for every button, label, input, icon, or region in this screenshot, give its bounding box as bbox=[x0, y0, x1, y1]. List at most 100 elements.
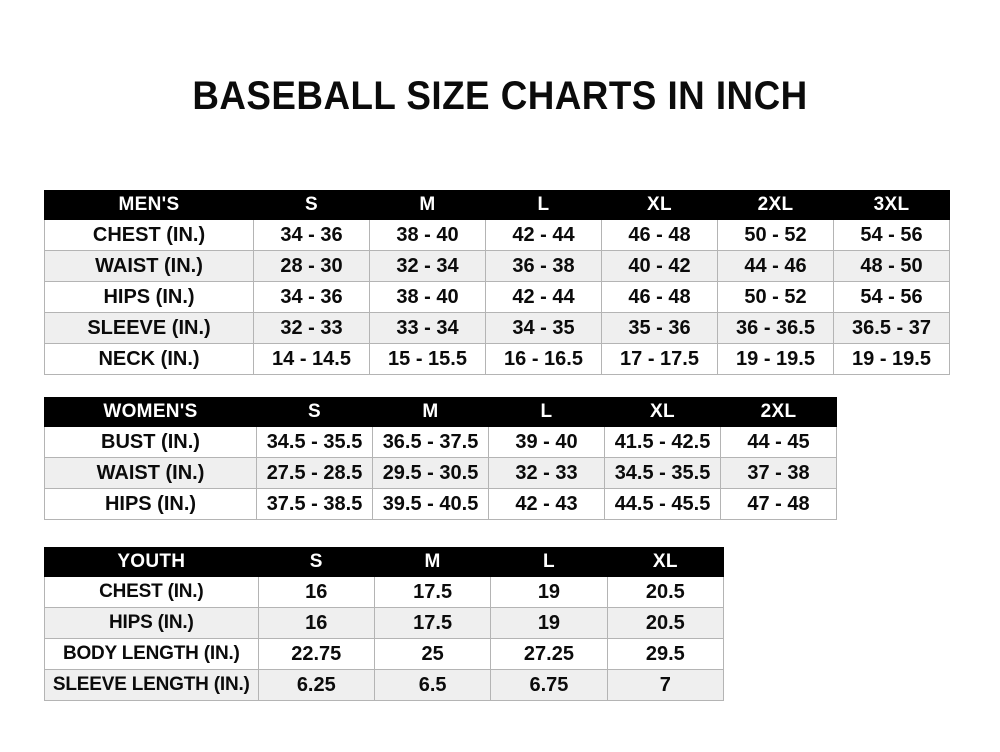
cell-value: 29.5 bbox=[606, 638, 725, 670]
cell-value: 54 - 56 bbox=[833, 219, 950, 251]
cell-value: 50 - 52 bbox=[717, 219, 834, 251]
column-header-category: YOUTH bbox=[44, 547, 259, 577]
column-header-m: M bbox=[373, 547, 492, 577]
cell-value: 20.5 bbox=[606, 607, 725, 639]
table-row: CHEST (IN.) 16 17.5 19 20.5 bbox=[44, 576, 725, 608]
youth-size-table: YOUTH S M L XL CHEST (IN.) 16 17.5 19 20… bbox=[44, 547, 725, 701]
cell-value: 32 - 33 bbox=[253, 312, 370, 344]
table-header-row: MEN'S S M L XL 2XL 3XL bbox=[44, 190, 950, 220]
column-header-category: MEN'S bbox=[44, 190, 254, 220]
mens-size-table: MEN'S S M L XL 2XL 3XL CHEST (IN.) 34 - … bbox=[44, 190, 950, 375]
cell-value: 17.5 bbox=[373, 576, 492, 608]
cell-value: 20.5 bbox=[606, 576, 725, 608]
table-row: HIPS (IN.) 16 17.5 19 20.5 bbox=[44, 607, 725, 639]
cell-value: 36.5 - 37.5 bbox=[372, 426, 489, 458]
cell-value: 34 - 36 bbox=[253, 281, 370, 313]
cell-value: 6.75 bbox=[490, 669, 608, 701]
cell-value: 34.5 - 35.5 bbox=[604, 457, 721, 489]
cell-value: 47 - 48 bbox=[720, 488, 837, 520]
column-header-l: L bbox=[488, 397, 605, 427]
cell-value: 36 - 36.5 bbox=[717, 312, 834, 344]
cell-value: 17 - 17.5 bbox=[601, 343, 718, 375]
cell-value: 46 - 48 bbox=[601, 281, 718, 313]
column-header-2xl: 2XL bbox=[720, 397, 837, 427]
cell-value: 40 - 42 bbox=[601, 250, 718, 282]
cell-value: 16 - 16.5 bbox=[485, 343, 602, 375]
table-row: HIPS (IN.) 37.5 - 38.5 39.5 - 40.5 42 - … bbox=[44, 488, 837, 520]
table-row: NECK (IN.) 14 - 14.5 15 - 15.5 16 - 16.5… bbox=[44, 343, 950, 375]
table-header-row: YOUTH S M L XL bbox=[44, 547, 725, 577]
column-header-m: M bbox=[369, 190, 486, 220]
row-label: HIPS (IN.) bbox=[44, 281, 254, 313]
cell-value: 46 - 48 bbox=[601, 219, 718, 251]
cell-value: 41.5 - 42.5 bbox=[604, 426, 721, 458]
cell-value: 37 - 38 bbox=[720, 457, 837, 489]
row-label: NECK (IN.) bbox=[44, 343, 254, 375]
column-header-xl: XL bbox=[606, 547, 725, 577]
table-header-row: WOMEN'S S M L XL 2XL bbox=[44, 397, 837, 427]
cell-value: 38 - 40 bbox=[369, 281, 486, 313]
table-row: SLEEVE (IN.) 32 - 33 33 - 34 34 - 35 35 … bbox=[44, 312, 950, 344]
cell-value: 6.5 bbox=[373, 669, 492, 701]
table-row: WAIST (IN.) 28 - 30 32 - 34 36 - 38 40 -… bbox=[44, 250, 950, 282]
row-label: WAIST (IN.) bbox=[44, 457, 257, 489]
womens-size-table: WOMEN'S S M L XL 2XL BUST (IN.) 34.5 - 3… bbox=[44, 397, 837, 520]
column-header-s: S bbox=[257, 547, 375, 577]
cell-value: 34 - 35 bbox=[485, 312, 602, 344]
cell-value: 32 - 34 bbox=[369, 250, 486, 282]
cell-value: 42 - 44 bbox=[485, 219, 602, 251]
cell-value: 34 - 36 bbox=[253, 219, 370, 251]
table-row: HIPS (IN.) 34 - 36 38 - 40 42 - 44 46 - … bbox=[44, 281, 950, 313]
row-label: SLEEVE LENGTH (IN.) bbox=[44, 669, 259, 701]
column-header-l: L bbox=[485, 190, 602, 220]
cell-value: 6.25 bbox=[257, 669, 375, 701]
cell-value: 19 - 19.5 bbox=[833, 343, 950, 375]
page-title: BASEBALL SIZE CHARTS IN INCH bbox=[192, 74, 808, 118]
cell-value: 27.5 - 28.5 bbox=[256, 457, 373, 489]
column-header-2xl: 2XL bbox=[717, 190, 834, 220]
cell-value: 50 - 52 bbox=[717, 281, 834, 313]
cell-value: 32 - 33 bbox=[488, 457, 605, 489]
cell-value: 36 - 38 bbox=[485, 250, 602, 282]
row-label: WAIST (IN.) bbox=[44, 250, 254, 282]
column-header-category: WOMEN'S bbox=[44, 397, 257, 427]
column-header-s: S bbox=[256, 397, 373, 427]
cell-value: 29.5 - 30.5 bbox=[372, 457, 489, 489]
column-header-xl: XL bbox=[601, 190, 718, 220]
row-label: BODY LENGTH (IN.) bbox=[44, 638, 259, 670]
row-label: BUST (IN.) bbox=[44, 426, 257, 458]
cell-value: 42 - 44 bbox=[485, 281, 602, 313]
column-header-3xl: 3XL bbox=[833, 190, 950, 220]
column-header-xl: XL bbox=[604, 397, 721, 427]
table-row: WAIST (IN.) 27.5 - 28.5 29.5 - 30.5 32 -… bbox=[44, 457, 837, 489]
cell-value: 27.25 bbox=[490, 638, 608, 670]
cell-value: 48 - 50 bbox=[833, 250, 950, 282]
cell-value: 33 - 34 bbox=[369, 312, 486, 344]
cell-value: 35 - 36 bbox=[601, 312, 718, 344]
cell-value: 44 - 46 bbox=[717, 250, 834, 282]
table-row: CHEST (IN.) 34 - 36 38 - 40 42 - 44 46 -… bbox=[44, 219, 950, 251]
row-label: HIPS (IN.) bbox=[44, 488, 257, 520]
row-label: CHEST (IN.) bbox=[44, 219, 254, 251]
table-row: BUST (IN.) 34.5 - 35.5 36.5 - 37.5 39 - … bbox=[44, 426, 837, 458]
row-label: HIPS (IN.) bbox=[44, 607, 259, 639]
table-row: SLEEVE LENGTH (IN.) 6.25 6.5 6.75 7 bbox=[44, 669, 725, 701]
cell-value: 25 bbox=[373, 638, 492, 670]
cell-value: 19 bbox=[490, 607, 608, 639]
cell-value: 44 - 45 bbox=[720, 426, 837, 458]
table-row: BODY LENGTH (IN.) 22.75 25 27.25 29.5 bbox=[44, 638, 725, 670]
row-label: CHEST (IN.) bbox=[44, 576, 259, 608]
cell-value: 42 - 43 bbox=[488, 488, 605, 520]
column-header-m: M bbox=[372, 397, 489, 427]
column-header-l: L bbox=[490, 547, 608, 577]
cell-value: 7 bbox=[606, 669, 725, 701]
cell-value: 16 bbox=[257, 607, 375, 639]
cell-value: 19 - 19.5 bbox=[717, 343, 834, 375]
cell-value: 17.5 bbox=[373, 607, 492, 639]
cell-value: 38 - 40 bbox=[369, 219, 486, 251]
cell-value: 19 bbox=[490, 576, 608, 608]
cell-value: 34.5 - 35.5 bbox=[256, 426, 373, 458]
row-label: SLEEVE (IN.) bbox=[44, 312, 254, 344]
cell-value: 28 - 30 bbox=[253, 250, 370, 282]
cell-value: 15 - 15.5 bbox=[369, 343, 486, 375]
